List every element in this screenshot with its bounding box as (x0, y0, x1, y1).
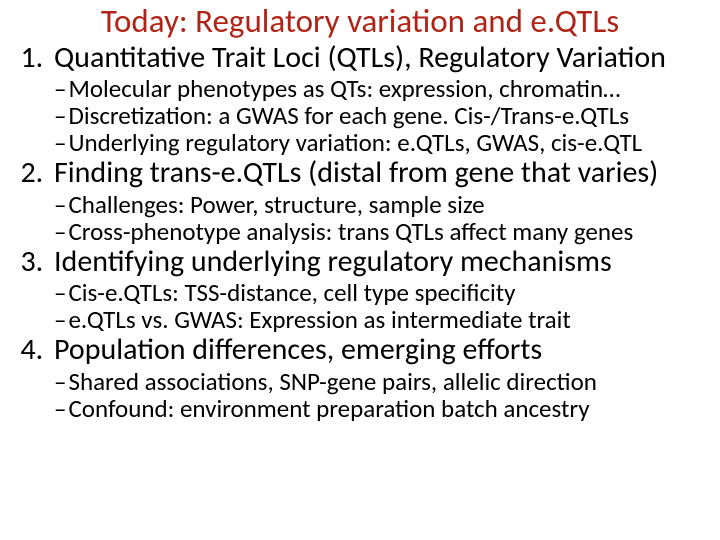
slide: Today: Regulatory variation and e.QTLs Q… (0, 0, 720, 540)
sub-bullet: –Discretization: a GWAS for each gene. C… (54, 102, 714, 129)
sub-bullet: –Cross-phenotype analysis: trans QTLs af… (54, 218, 714, 245)
dash-icon: – (54, 279, 66, 306)
outline-item-1: Quantitative Trait Loci (QTLs), Regulato… (50, 43, 714, 157)
sub-bullet: –Shared associations, SNP-gene pairs, al… (54, 368, 714, 395)
sub-bullet: –Molecular phenotypes as QTs: expression… (54, 75, 714, 102)
outline-item-3-lead: Identifying underlying regulatory mechan… (50, 247, 714, 278)
dash-icon: – (54, 129, 66, 156)
dash-icon: – (54, 395, 66, 422)
outline-item-2-lead: Finding trans-e.QTLs (distal from gene t… (50, 158, 714, 189)
dash-icon: – (54, 218, 66, 245)
sub-bullet: –e.QTLs vs. GWAS: Expression as intermed… (54, 306, 714, 333)
dash-icon: – (54, 306, 66, 333)
outline-item-1-lead: Quantitative Trait Loci (QTLs), Regulato… (50, 43, 714, 74)
sub-text: Confound: environment preparation batch … (68, 393, 589, 424)
outline-item-2: Finding trans-e.QTLs (distal from gene t… (50, 158, 714, 245)
outline-item-1-subs: –Molecular phenotypes as QTs: expression… (50, 75, 714, 156)
outline-item-3: Identifying underlying regulatory mechan… (50, 247, 714, 334)
sub-bullet: –Underlying regulatory variation: e.QTLs… (54, 129, 714, 156)
dash-icon: – (54, 102, 66, 129)
outline-item-4-lead: Population differences, emerging efforts (50, 335, 714, 366)
dash-icon: – (54, 368, 66, 395)
dash-icon: – (54, 191, 66, 218)
outline-item-3-subs: –Cis-e.QTLs: TSS-distance, cell type spe… (50, 279, 714, 333)
sub-bullet: –Confound: environment preparation batch… (54, 395, 714, 422)
slide-title: Today: Regulatory variation and e.QTLs (6, 4, 714, 39)
sub-bullet: –Challenges: Power, structure, sample si… (54, 191, 714, 218)
outline-item-4: Population differences, emerging efforts… (50, 335, 714, 422)
sub-bullet: –Cis-e.QTLs: TSS-distance, cell type spe… (54, 279, 714, 306)
outline-list: Quantitative Trait Loci (QTLs), Regulato… (6, 43, 714, 422)
dash-icon: – (54, 75, 66, 102)
outline-item-2-subs: –Challenges: Power, structure, sample si… (50, 191, 714, 245)
outline-item-4-subs: –Shared associations, SNP-gene pairs, al… (50, 368, 714, 422)
